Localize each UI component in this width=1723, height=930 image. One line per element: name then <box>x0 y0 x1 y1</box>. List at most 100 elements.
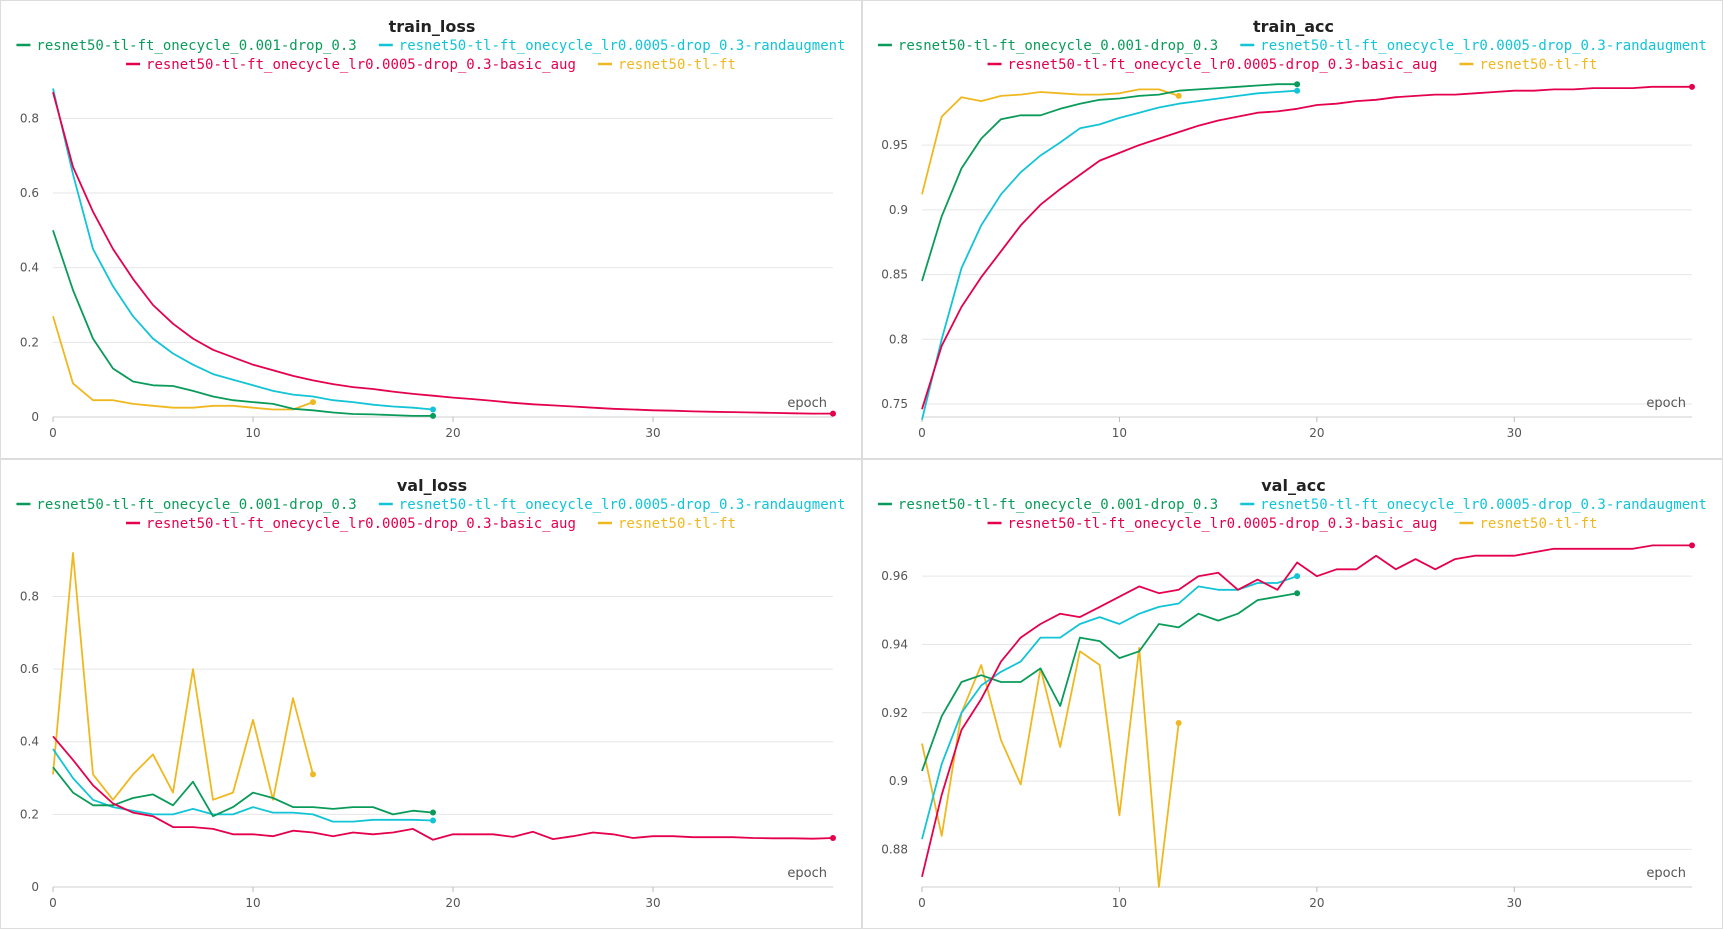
legend-entry: resnet50-tl-ft_onecycle_0.001-drop_0.3 <box>898 497 1218 513</box>
x-tick-label: 10 <box>245 426 260 440</box>
legend-entry: resnet50-tl-ft_onecycle_0.001-drop_0.3 <box>36 38 356 54</box>
x-tick-label: 10 <box>1112 426 1127 440</box>
series-line-resnet50-tl-ft-onecycle-0-001-drop-0-3 <box>921 592 1298 772</box>
chart-val-loss: val_loss resnet50-tl-ft_onecycle_0.001-dr… <box>16 476 846 910</box>
x-tick-label: 0 <box>918 896 926 910</box>
x-tick-label: 30 <box>1507 426 1522 440</box>
series-end-point <box>430 809 436 816</box>
series-end-point <box>1294 81 1301 88</box>
x-tick-label: 30 <box>645 426 660 440</box>
legend-entry: resnet50-tl-ft_onecycle_lr0.0005-drop_0.… <box>146 516 576 532</box>
y-tick-label: 0.8 <box>20 589 39 603</box>
x-tick-label: 30 <box>1507 896 1522 910</box>
series-line-resnet50-tl-ft-onecycle-lr0-0005-drop-0-3-randaugment <box>921 575 1298 840</box>
chart-val-acc: val_acc resnet50-tl-ft_onecycle_0.001-dro… <box>877 476 1707 910</box>
series-line-resnet50-tl-ft-onecycle-lr0-0005-drop-0-3-randaugment <box>52 88 434 411</box>
panel-val-acc: val_acc resnet50-tl-ft_onecycle_0.001-dro… <box>862 459 1723 929</box>
x-tick-label: 20 <box>1309 896 1324 910</box>
series-end-point <box>430 406 436 413</box>
legend-entry: resnet50-tl-ft_onecycle_lr0.0005-drop_0.… <box>146 57 576 73</box>
series-end-point <box>1175 720 1182 727</box>
legend-entry: resnet50-tl-ft_onecycle_0.001-drop_0.3 <box>898 38 1218 54</box>
y-tick-label: 0.4 <box>20 261 39 275</box>
legend-entry: resnet50-tl-ft_onecycle_lr0.0005-drop_0.… <box>399 497 846 513</box>
series-end-point <box>430 817 436 824</box>
chart-train-loss: train_loss resnet50-tl-ft_onecycle_0.001-… <box>16 17 846 440</box>
y-tick-label: 0.6 <box>20 662 39 676</box>
series-end-point <box>1294 590 1301 597</box>
series-line-resnet50-tl-ft <box>921 646 1180 888</box>
series-line-resnet50-tl-ft-onecycle-0-001-drop-0-3 <box>921 83 1298 282</box>
series-end-point <box>310 771 316 778</box>
series-end-point <box>1175 92 1182 99</box>
x-tick-label: 20 <box>445 426 460 440</box>
series-line-resnet50-tl-ft-onecycle-lr0-0005-drop-0-3-basic-aug <box>921 544 1692 878</box>
chart-title: val_acc <box>1261 476 1325 495</box>
series-end-point <box>430 412 436 419</box>
panel-train-loss: train_loss resnet50-tl-ft_onecycle_0.001-… <box>0 0 862 459</box>
legend-entry: resnet50-tl-ft <box>618 516 736 532</box>
series-line-resnet50-tl-ft-onecycle-lr0-0005-drop-0-3-basic-aug <box>921 85 1692 410</box>
y-tick-label: 0.95 <box>881 138 908 152</box>
y-tick-label: 0.88 <box>881 842 908 856</box>
x-axis-label: epoch <box>787 396 827 411</box>
x-tick-label: 20 <box>445 896 460 910</box>
x-axis-label: epoch <box>787 866 827 881</box>
legend-entry: resnet50-tl-ft_onecycle_lr0.0005-drop_0.… <box>1260 497 1707 513</box>
y-tick-label: 0.2 <box>20 807 39 821</box>
legend-entry: resnet50-tl-ft_onecycle_lr0.0005-drop_0.… <box>1008 516 1438 532</box>
y-tick-label: 0 <box>31 410 39 424</box>
y-tick-label: 0.9 <box>889 203 908 217</box>
panel-train-acc: train_acc resnet50-tl-ft_onecycle_0.001-d… <box>862 0 1723 459</box>
panel-val-loss: val_loss resnet50-tl-ft_onecycle_0.001-dr… <box>0 459 862 929</box>
series-end-point <box>1689 83 1695 90</box>
y-tick-label: 0.92 <box>881 706 908 720</box>
series-line-resnet50-tl-ft-onecycle-lr0-0005-drop-0-3-basic-aug <box>52 735 834 841</box>
y-tick-label: 0.85 <box>881 268 908 282</box>
series-end-point <box>1294 87 1301 94</box>
series-line-resnet50-tl-ft-onecycle-lr0-0005-drop-0-3-randaugment <box>52 748 434 823</box>
y-tick-label: 0.8 <box>889 332 908 346</box>
chart-title: val_loss <box>397 476 467 495</box>
series-line-resnet50-tl-ft <box>52 315 314 411</box>
y-tick-label: 0.8 <box>20 111 39 125</box>
legend-entry: resnet50-tl-ft <box>1479 57 1597 73</box>
x-axis-label: epoch <box>1646 396 1686 411</box>
legend-entry: resnet50-tl-ft <box>618 57 736 73</box>
x-tick-label: 0 <box>49 896 57 910</box>
y-tick-label: 0.94 <box>881 637 908 651</box>
y-tick-label: 0.75 <box>881 397 908 411</box>
series-end-point <box>830 834 836 841</box>
x-tick-label: 30 <box>645 896 660 910</box>
legend-entry: resnet50-tl-ft_onecycle_lr0.0005-drop_0.… <box>1260 38 1707 54</box>
y-tick-label: 0.96 <box>881 569 908 583</box>
series-line-resnet50-tl-ft <box>52 552 314 801</box>
legend-entry: resnet50-tl-ft_onecycle_lr0.0005-drop_0.… <box>399 38 846 54</box>
series-end-point <box>1689 542 1695 549</box>
series-line-resnet50-tl-ft-onecycle-lr0-0005-drop-0-3-randaugment <box>921 89 1298 420</box>
x-tick-label: 0 <box>918 426 926 440</box>
series-line-resnet50-tl-ft <box>921 88 1179 195</box>
y-tick-label: 0 <box>31 880 39 894</box>
series-end-point <box>830 410 836 417</box>
y-tick-label: 0.9 <box>889 774 908 788</box>
series-line-resnet50-tl-ft-onecycle-0-001-drop-0-3 <box>52 766 434 818</box>
x-tick-label: 20 <box>1309 426 1324 440</box>
x-tick-label: 0 <box>49 426 57 440</box>
chart-title: train_loss <box>389 17 476 36</box>
legend-entry: resnet50-tl-ft_onecycle_0.001-drop_0.3 <box>36 497 356 513</box>
x-tick-label: 10 <box>1112 896 1127 910</box>
chart-train-acc: train_acc resnet50-tl-ft_onecycle_0.001-d… <box>877 17 1707 440</box>
x-axis-label: epoch <box>1646 866 1686 881</box>
chart-title: train_acc <box>1253 17 1334 36</box>
y-tick-label: 0.2 <box>20 335 39 349</box>
legend-entry: resnet50-tl-ft_onecycle_lr0.0005-drop_0.… <box>1008 57 1438 73</box>
series-line-resnet50-tl-ft-onecycle-lr0-0005-drop-0-3-basic-aug <box>52 91 833 415</box>
series-end-point <box>310 399 316 406</box>
y-tick-label: 0.6 <box>20 186 39 200</box>
series-line-resnet50-tl-ft-onecycle-0-001-drop-0-3 <box>52 230 433 417</box>
series-end-point <box>1294 573 1301 580</box>
y-tick-label: 0.4 <box>20 735 39 749</box>
legend-entry: resnet50-tl-ft <box>1479 516 1597 532</box>
